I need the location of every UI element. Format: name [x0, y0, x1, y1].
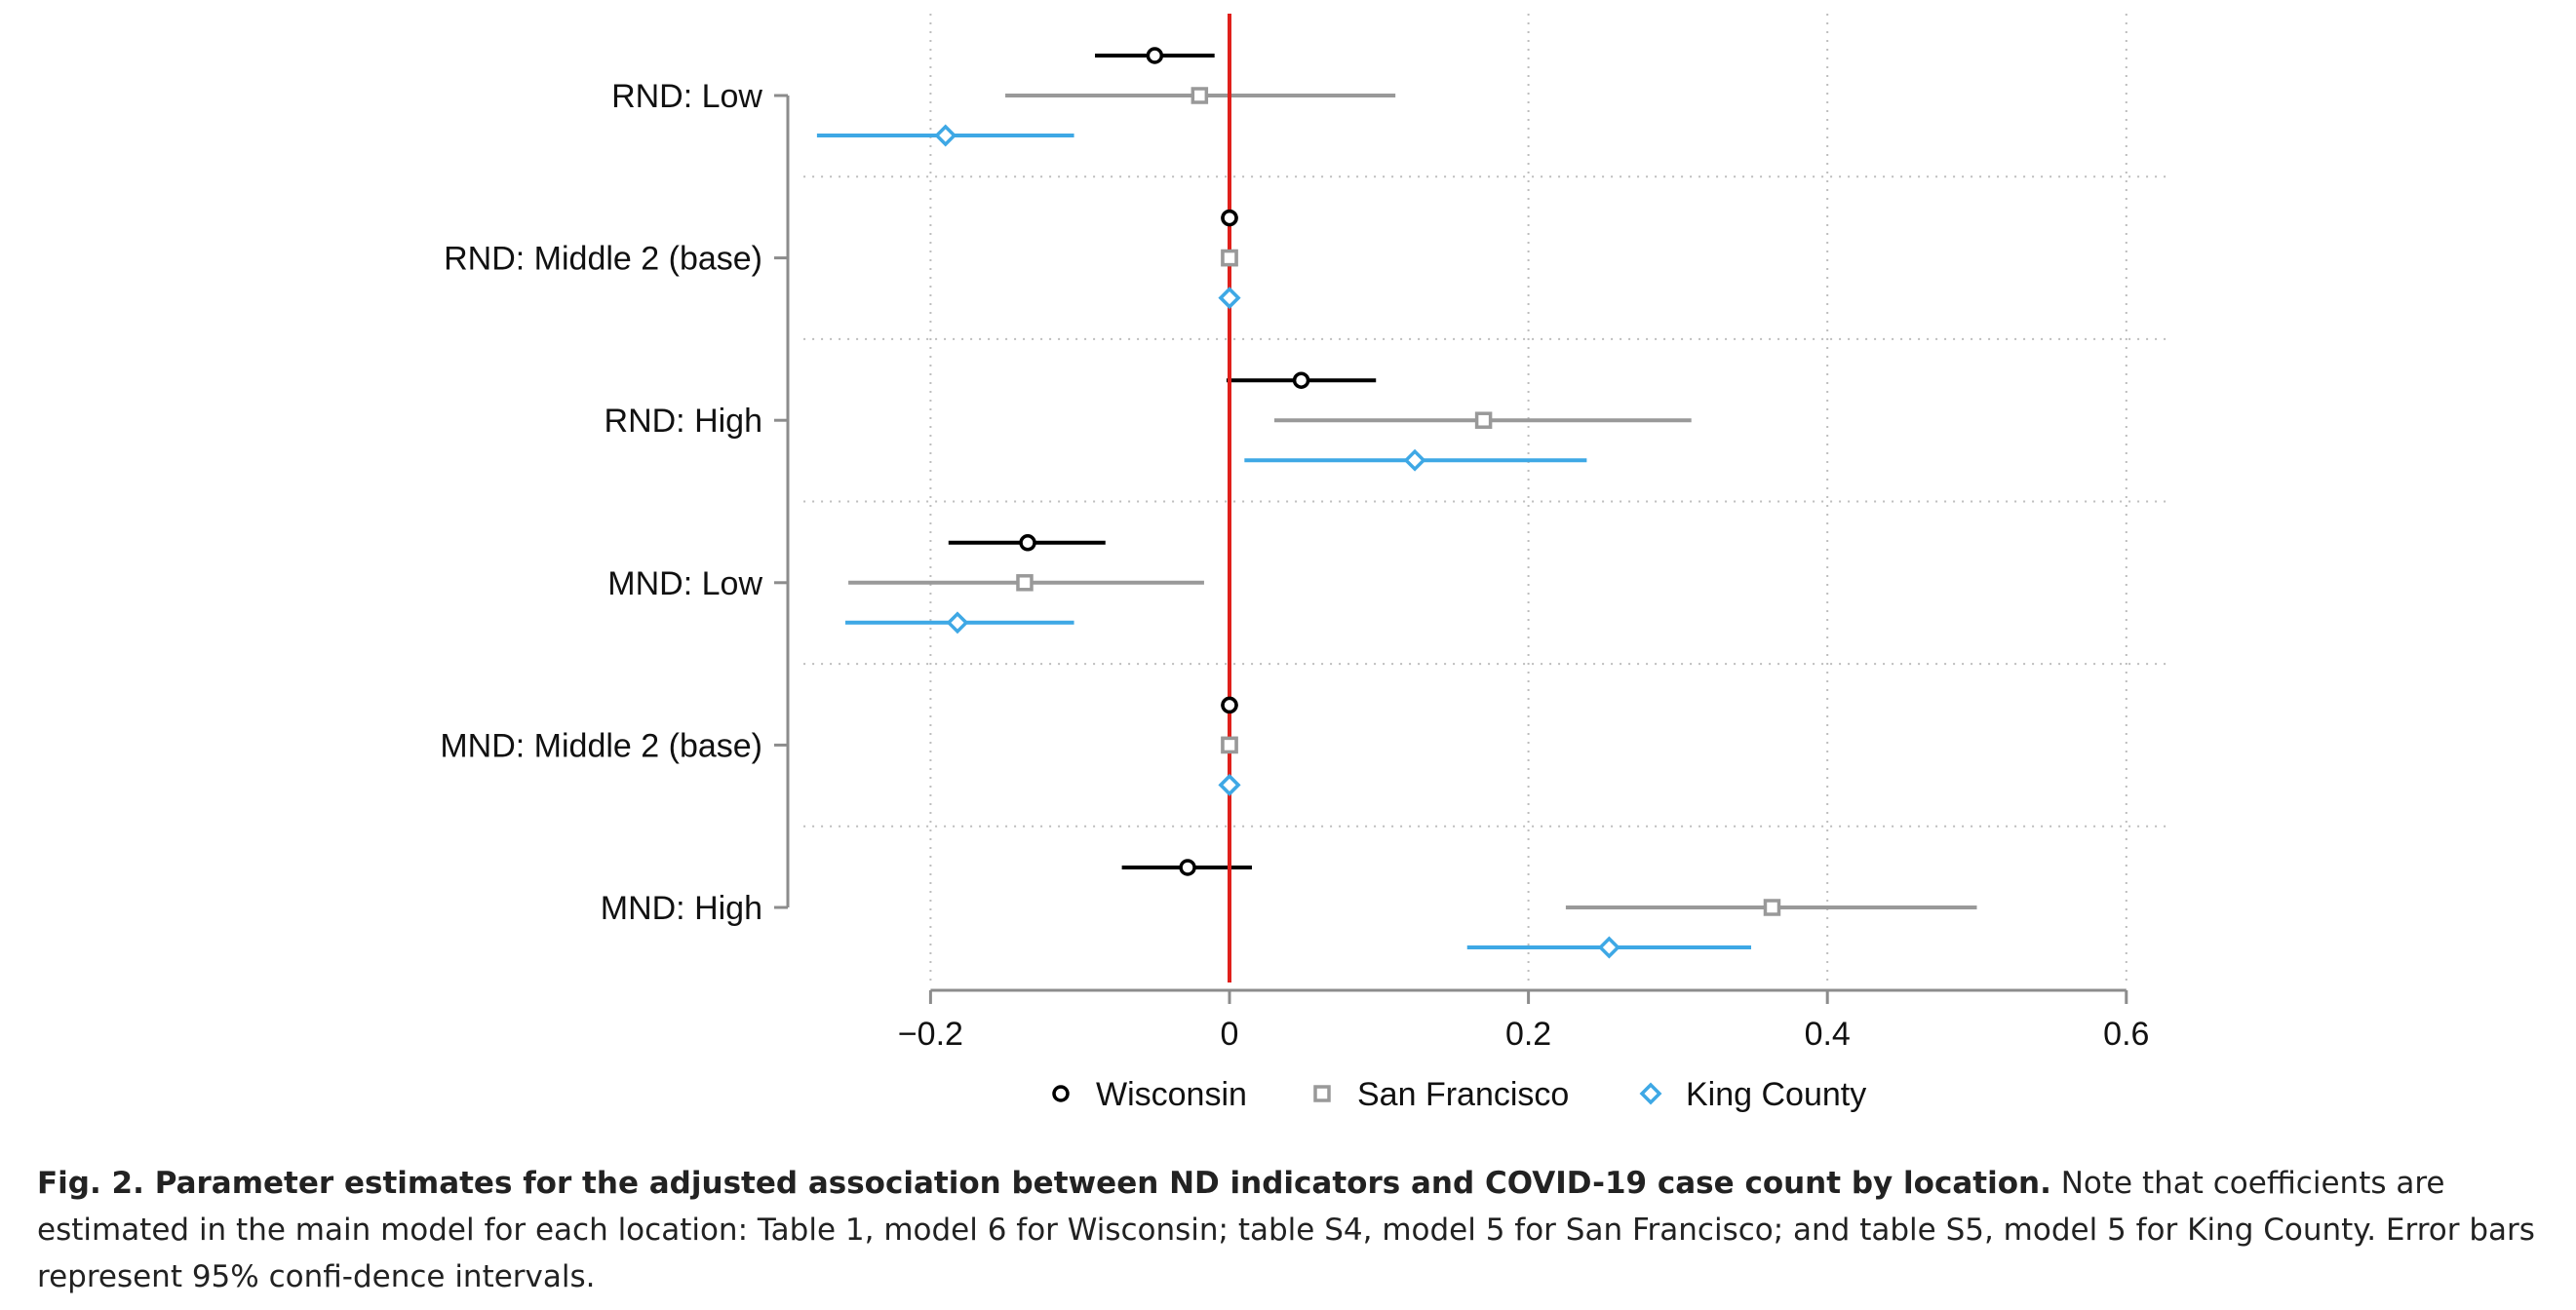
- san-francisco-point: [1190, 87, 1209, 104]
- figure-caption: Fig. 2. Parameter estimates for the adju…: [37, 1160, 2543, 1300]
- x-tick-label: 0: [1221, 1016, 1239, 1053]
- san-francisco-legend-symbol: [1313, 1085, 1331, 1102]
- king-county-point: [1597, 936, 1620, 959]
- legend-label: San Francisco: [1357, 1076, 1569, 1113]
- y-tick-label: RND: Middle 2 (base): [444, 241, 762, 278]
- x-tick-label: 0.4: [1805, 1016, 1851, 1053]
- wisconsin-point: [1292, 371, 1310, 389]
- y-tick-label: MND: Low: [607, 565, 762, 602]
- san-francisco-point: [1221, 736, 1238, 754]
- king-county-point: [946, 611, 969, 635]
- king-county-point: [1218, 287, 1241, 310]
- san-francisco-point: [1474, 411, 1493, 429]
- wisconsin-point: [1019, 534, 1036, 552]
- wisconsin-point: [1221, 696, 1238, 714]
- plot-canvas: RND: Low RND: Middle 2 (base) RND: High MND…: [440, 14, 2171, 1113]
- y-tick-label: MND: Middle 2 (base): [440, 727, 762, 764]
- king-county-point: [1403, 448, 1426, 472]
- san-francisco-point: [1016, 574, 1034, 592]
- legend-label: Wisconsin: [1096, 1076, 1247, 1113]
- x-tick-label: 0.6: [2103, 1016, 2149, 1053]
- caption-body: Note that coefficients are estimated in …: [37, 1166, 2535, 1294]
- x-tick-label: −0.2: [898, 1016, 963, 1053]
- wisconsin-point: [1179, 859, 1196, 876]
- y-tick-label: RND: Low: [611, 78, 762, 115]
- wisconsin-point: [1221, 209, 1238, 227]
- wisconsin-legend-symbol: [1052, 1085, 1070, 1102]
- san-francisco-point: [1221, 249, 1238, 267]
- king-county-point: [1218, 773, 1241, 796]
- san-francisco-point: [1763, 899, 1781, 916]
- legend-label: King County: [1686, 1076, 1866, 1113]
- y-tick-label: RND: High: [605, 403, 762, 440]
- king-county-point: [934, 124, 957, 147]
- y-tick-label: MND: High: [601, 890, 762, 927]
- wisconsin-point: [1146, 47, 1164, 64]
- caption-title: Fig. 2. Parameter estimates for the adju…: [37, 1166, 2051, 1201]
- x-tick-label: 0.2: [1505, 1016, 1551, 1053]
- coefficient-plot: RND: Low RND: Middle 2 (base) RND: High MND…: [440, 14, 2171, 1113]
- king-county-legend-symbol: [1639, 1082, 1662, 1105]
